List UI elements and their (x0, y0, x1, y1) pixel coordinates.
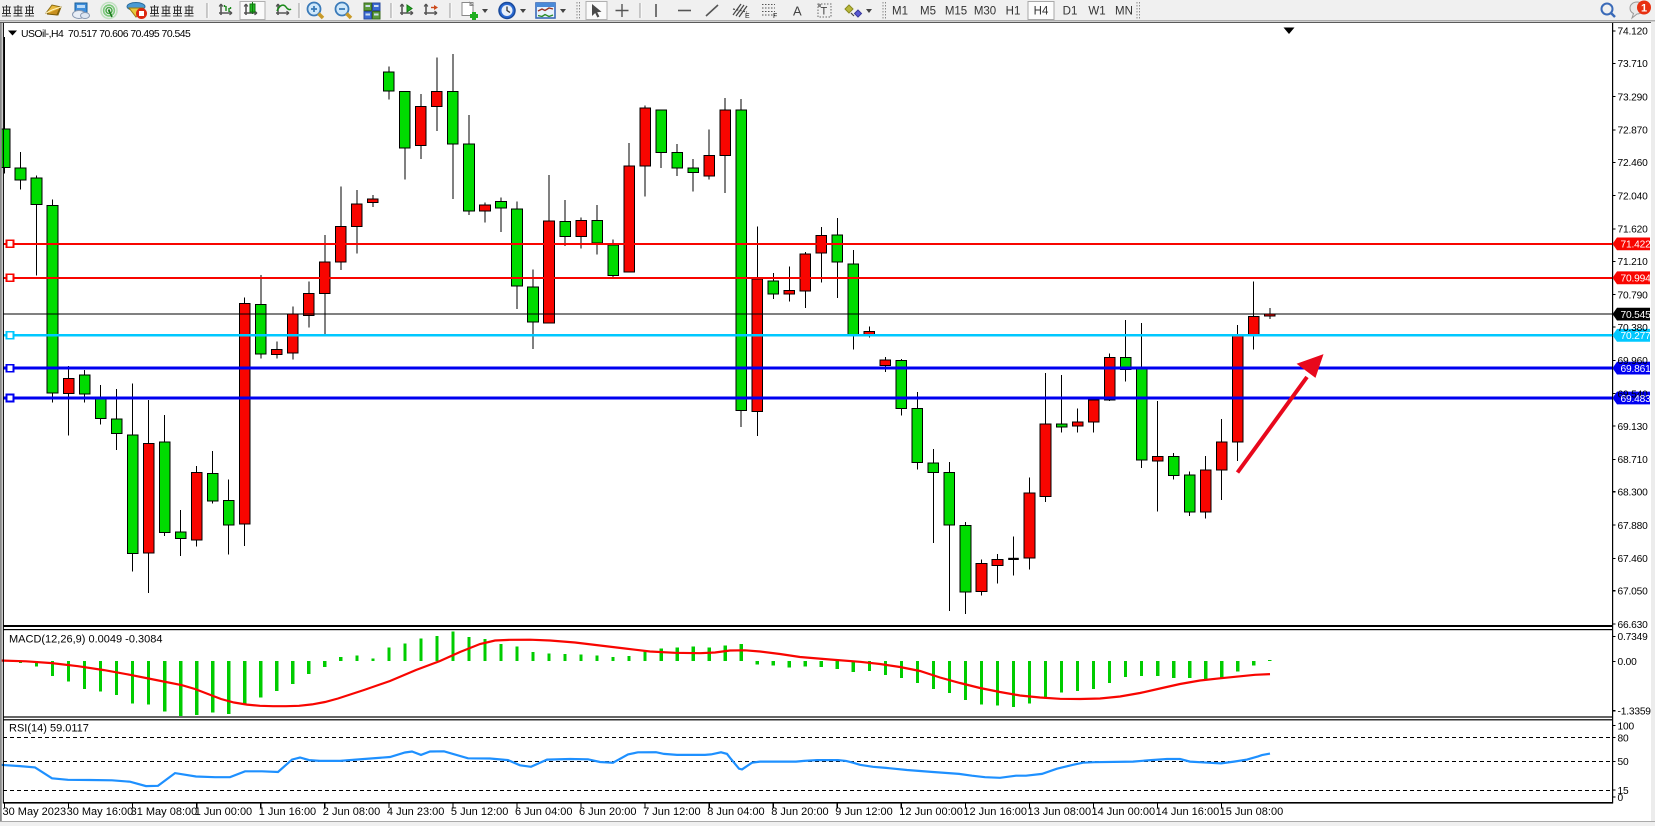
svg-text:68.710: 68.710 (1618, 455, 1649, 466)
svg-text:100: 100 (1618, 721, 1635, 732)
svg-text:6 Jun 20:00: 6 Jun 20:00 (579, 806, 637, 818)
svg-text:69.960: 69.960 (1618, 356, 1649, 367)
svg-text:67.460: 67.460 (1618, 554, 1649, 565)
svg-text:MN: MN (1115, 6, 1133, 18)
svg-text:8 Jun 20:00: 8 Jun 20:00 (771, 806, 829, 818)
svg-text:50: 50 (1618, 757, 1629, 768)
svg-text:70.790: 70.790 (1618, 290, 1649, 301)
svg-text:2 Jun 08:00: 2 Jun 08:00 (323, 806, 381, 818)
svg-text:15: 15 (1618, 786, 1629, 797)
svg-text:13 Jun 08:00: 13 Jun 08:00 (1028, 806, 1092, 818)
svg-text:70.994: 70.994 (1621, 274, 1652, 285)
svg-text:H4: H4 (1034, 6, 1049, 18)
svg-text:74.120: 74.120 (1618, 27, 1649, 38)
svg-text:W1: W1 (1088, 6, 1105, 18)
svg-text:1: 1 (1641, 3, 1647, 15)
svg-text:14 Jun 16:00: 14 Jun 16:00 (1156, 806, 1220, 818)
svg-text:71.620: 71.620 (1618, 225, 1649, 236)
svg-text:D1: D1 (1063, 6, 1078, 18)
svg-text:69.540: 69.540 (1618, 389, 1649, 400)
svg-text:66.630: 66.630 (1618, 620, 1649, 631)
svg-text:30 May 16:00: 30 May 16:00 (67, 806, 134, 818)
svg-text:70.545: 70.545 (1621, 310, 1652, 321)
svg-text:9 Jun 12:00: 9 Jun 12:00 (835, 806, 893, 818)
svg-text:67.050: 67.050 (1618, 587, 1649, 598)
svg-text:0.7349: 0.7349 (1618, 632, 1649, 643)
svg-text:70.380: 70.380 (1618, 323, 1649, 334)
svg-text:8 Jun 04:00: 8 Jun 04:00 (707, 806, 765, 818)
svg-text:0.00: 0.00 (1618, 657, 1638, 668)
svg-text:73.710: 73.710 (1618, 59, 1649, 70)
svg-text:M30: M30 (974, 6, 996, 18)
svg-text:0: 0 (1618, 793, 1624, 804)
svg-text:MACD(12,26,9) 0.0049 -0.3084: MACD(12,26,9) 0.0049 -0.3084 (9, 634, 162, 646)
svg-text:71.422: 71.422 (1621, 240, 1652, 251)
svg-text:70.277: 70.277 (1621, 331, 1652, 342)
svg-text:67.880: 67.880 (1618, 521, 1649, 532)
svg-text:M5: M5 (920, 6, 936, 18)
svg-text:69.130: 69.130 (1618, 422, 1649, 433)
svg-text:12 Jun 00:00: 12 Jun 00:00 (899, 806, 963, 818)
svg-text:M1: M1 (892, 6, 908, 18)
svg-text:1 Jun 00:00: 1 Jun 00:00 (195, 806, 253, 818)
svg-text:1 Jun 16:00: 1 Jun 16:00 (259, 806, 317, 818)
svg-text:68.300: 68.300 (1618, 488, 1649, 499)
svg-text:80: 80 (1618, 733, 1629, 744)
svg-text:USOil-,H4 70.517 70.606 70.49: USOil-,H4 70.517 70.606 70.495 70.545 (21, 29, 191, 40)
svg-text:12 Jun 16:00: 12 Jun 16:00 (963, 806, 1027, 818)
svg-text:72.040: 72.040 (1618, 191, 1649, 202)
svg-text:69.483: 69.483 (1621, 394, 1652, 405)
svg-text:4 Jun 23:00: 4 Jun 23:00 (387, 806, 445, 818)
svg-text:F: F (773, 13, 777, 20)
svg-text:RSI(14) 59.0117: RSI(14) 59.0117 (9, 723, 89, 735)
svg-text:14 Jun 00:00: 14 Jun 00:00 (1092, 806, 1156, 818)
svg-text:7 Jun 12:00: 7 Jun 12:00 (643, 806, 701, 818)
svg-text:M15: M15 (945, 6, 967, 18)
svg-text:6 Jun 04:00: 6 Jun 04:00 (515, 806, 573, 818)
svg-text:73.290: 73.290 (1618, 92, 1649, 103)
svg-text:T: T (821, 6, 828, 18)
svg-text:5 Jun 12:00: 5 Jun 12:00 (451, 806, 509, 818)
svg-text:H1: H1 (1006, 6, 1021, 18)
svg-text:E: E (745, 13, 750, 20)
svg-text:71.210: 71.210 (1618, 257, 1649, 268)
svg-text:72.870: 72.870 (1618, 126, 1649, 137)
svg-text:A: A (793, 4, 802, 19)
svg-text:31 May 08:00: 31 May 08:00 (131, 806, 198, 818)
svg-text:69.861: 69.861 (1621, 364, 1652, 375)
svg-text:30 May 2023: 30 May 2023 (3, 806, 67, 818)
svg-text:72.460: 72.460 (1618, 158, 1649, 169)
svg-text:-1.3359: -1.3359 (1618, 707, 1652, 718)
svg-text:15 Jun 08:00: 15 Jun 08:00 (1220, 806, 1284, 818)
